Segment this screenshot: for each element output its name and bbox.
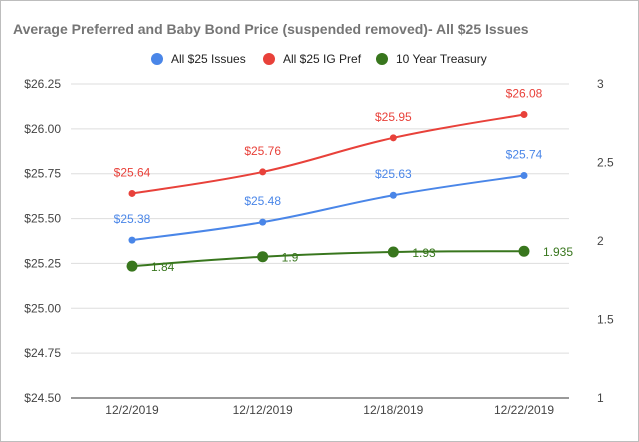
data-label-10-year-treasury: 1.84 (151, 260, 175, 274)
legend-marker-all-25-issues (151, 53, 163, 65)
x-axis-tick-label: 12/22/2019 (494, 403, 554, 417)
data-label-all-25-ig-pref: $26.08 (506, 87, 543, 101)
data-label-all-25-issues: $25.63 (375, 167, 412, 181)
left-axis-tick-label: $26.25 (24, 77, 61, 91)
legend-marker-10-year-treasury (376, 53, 388, 65)
left-axis-tick-label: $24.75 (24, 346, 61, 360)
left-axis-tick-label: $25.00 (24, 301, 61, 315)
data-point-all-25-ig-pref (259, 168, 267, 176)
legend-label-all-25-issues: All $25 Issues (171, 52, 246, 66)
series-line-all-25-ig-pref (131, 113, 525, 195)
data-point-all-25-issues (259, 218, 267, 226)
data-point-all-25-ig-pref (128, 189, 136, 197)
x-axis-tick-label: 12/12/2019 (233, 403, 293, 417)
x-axis-tick-label: 12/2/2019 (105, 403, 159, 417)
right-axis-tick-label: 1.5 (597, 313, 614, 327)
data-point-all-25-issues (128, 236, 136, 244)
series-line-all-25-issues (131, 174, 525, 242)
data-label-all-25-ig-pref: $25.76 (244, 144, 281, 158)
left-axis-tick-label: $25.50 (24, 212, 61, 226)
right-axis-tick-label: 2.5 (597, 156, 614, 170)
chart-title: Average Preferred and Baby Bond Price (s… (13, 21, 529, 37)
data-label-all-25-issues: $25.74 (506, 148, 543, 162)
left-axis-tick-label: $25.25 (24, 256, 61, 270)
data-label-10-year-treasury: 1.9 (282, 251, 299, 265)
legend-label-all-25-ig-pref: All $25 IG Pref (283, 52, 362, 66)
data-label-all-25-ig-pref: $25.64 (114, 165, 151, 179)
data-point-10-year-treasury (518, 245, 530, 257)
data-point-10-year-treasury (126, 260, 138, 272)
left-axis-tick-label: $24.50 (24, 391, 61, 405)
legend-item-10-year-treasury: 10 Year Treasury (376, 51, 487, 67)
left-axis-tick-label: $25.75 (24, 167, 61, 181)
legend-item-all-25-ig-pref: All $25 IG Pref (263, 51, 361, 67)
series-line-10-year-treasury (131, 250, 525, 268)
data-point-all-25-issues (389, 191, 397, 199)
x-axis-tick-label: 12/18/2019 (363, 403, 423, 417)
data-label-all-25-issues: $25.38 (114, 212, 151, 226)
left-axis-tick-label: $26.00 (24, 122, 61, 136)
right-axis-tick-label: 3 (597, 77, 604, 91)
data-label-all-25-ig-pref: $25.95 (375, 110, 412, 124)
data-point-all-25-ig-pref (520, 111, 528, 119)
data-label-10-year-treasury: 1.93 (412, 246, 436, 260)
right-axis-tick-label: 2 (597, 234, 604, 248)
data-point-all-25-issues (520, 172, 528, 180)
data-point-all-25-ig-pref (389, 134, 397, 142)
legend-marker-all-25-ig-pref (263, 53, 275, 65)
data-label-all-25-issues: $25.48 (244, 194, 281, 208)
data-point-10-year-treasury (387, 246, 399, 258)
data-point-10-year-treasury (257, 251, 269, 263)
data-label-10-year-treasury: 1.935 (543, 245, 573, 259)
right-axis-tick-label: 1 (597, 391, 604, 405)
legend-item-all-25-issues: All $25 Issues (151, 51, 246, 67)
legend-label-10-year-treasury: 10 Year Treasury (396, 52, 487, 66)
